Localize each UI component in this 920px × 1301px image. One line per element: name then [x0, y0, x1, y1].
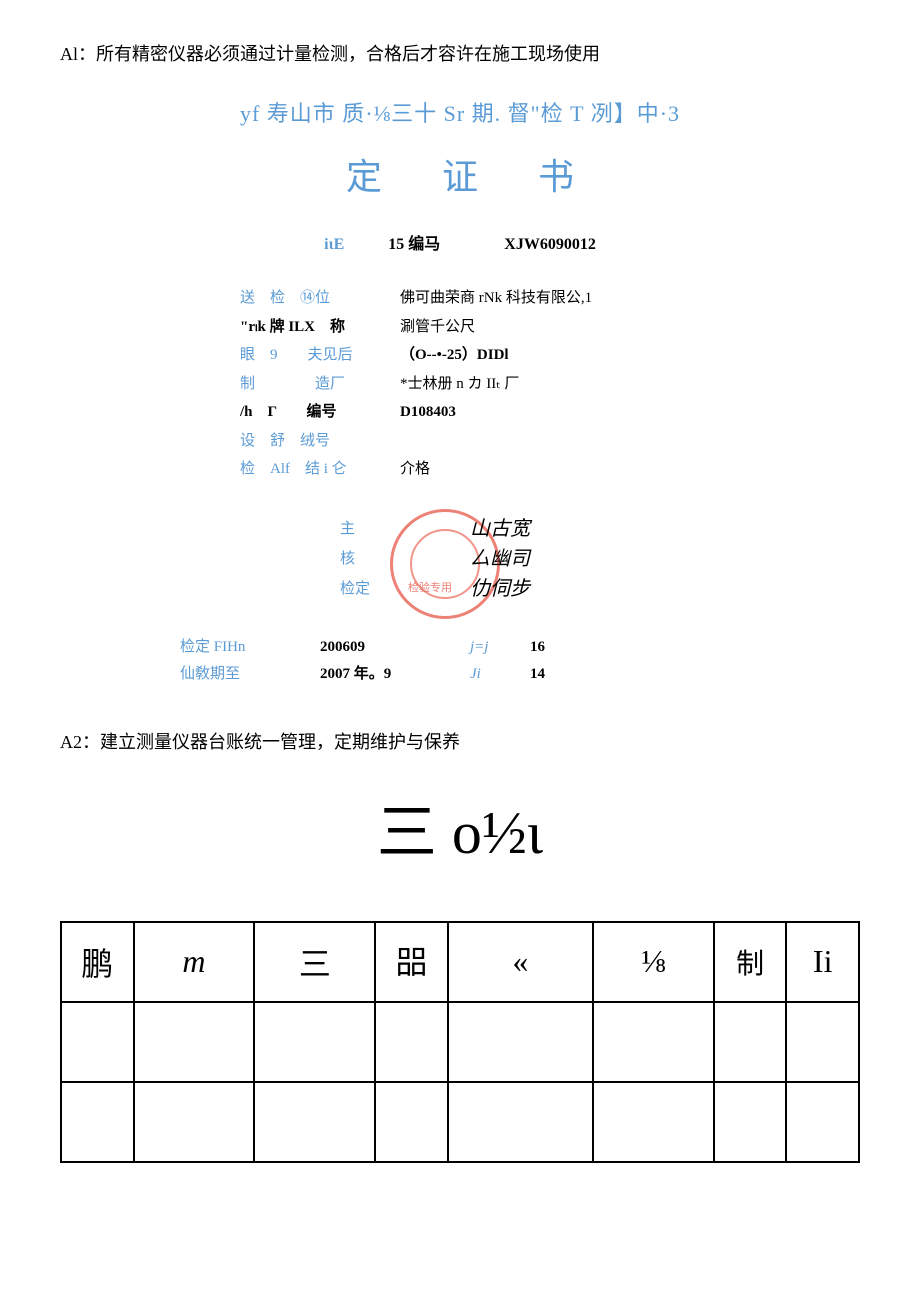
cert-row: 检 Alf 结 i 仑 介格 — [240, 455, 860, 484]
table-header-cell: 三 — [254, 922, 375, 1002]
cert-no-value: XJW6090012 — [504, 236, 596, 253]
table-cell — [786, 1002, 859, 1082]
cert-row: 送 检 ⑭位 佛可曲荣商 rNk 科技有限公,1 — [240, 284, 860, 313]
table-cell — [254, 1002, 375, 1082]
stamp-section: 主 核 检定 检验专用 山古宽 厶幽司 仂伺步 — [340, 504, 860, 624]
stamp-labels: 主 核 检定 — [340, 514, 370, 604]
cert-row: /h Γ 编号 D108403 — [240, 398, 860, 427]
stamp-text: 检验专用 — [408, 579, 452, 595]
cert-row: 设 舒 绒号 — [240, 427, 860, 456]
date-day: 16 — [530, 634, 545, 661]
big-symbol: 三 o½ι — [60, 784, 860, 871]
table-cell — [593, 1082, 714, 1162]
cert-row-value: 介格 — [400, 455, 430, 484]
cert-row-label: /h Γ 编号 — [240, 398, 400, 427]
cert-row: "rₗk 牌 ILX 称 涮管千公尺 — [240, 313, 860, 342]
signatures: 山古宽 厶幽司 仂伺步 — [470, 514, 530, 604]
table-header-cell: Ii — [786, 922, 859, 1002]
table-cell — [375, 1002, 448, 1082]
cert-row-value: （O--•-25）DIDl — [400, 341, 509, 370]
signature-line: 厶幽司 — [470, 544, 530, 574]
cert-row-label: 设 舒 绒号 — [240, 427, 400, 456]
certificate-details: 送 检 ⑭位 佛可曲荣商 rNk 科技有限公,1 "rₗk 牌 ILX 称 涮管… — [240, 284, 860, 484]
table-header-cell: 制 — [714, 922, 787, 1002]
date-label: 检定 FIHn — [180, 634, 320, 661]
table-header-cell: m — [134, 922, 255, 1002]
table-cell — [61, 1082, 134, 1162]
cert-row-value: 涮管千公尺 — [400, 313, 475, 342]
table-header-cell: ⅛ — [593, 922, 714, 1002]
date-section: 检定 FIHn 200609 j=j 16 仙敎期至 2007 年。9 Ji 1… — [180, 634, 860, 688]
table-header-cell: 鹏 — [61, 922, 134, 1002]
date-month-label: Ji — [470, 661, 530, 688]
certificate-header-line2: 定证书 — [60, 148, 860, 200]
table-cell — [61, 1002, 134, 1082]
table-cell — [593, 1002, 714, 1082]
stamp-label: 检定 — [340, 574, 370, 604]
stamp-label: 主 — [340, 514, 370, 544]
date-row: 检定 FIHn 200609 j=j 16 — [180, 634, 860, 661]
date-month-label: j=j — [470, 634, 530, 661]
signature-line: 山古宽 — [470, 514, 530, 544]
cert-row-label: "rₗk 牌 ILX 称 — [240, 313, 400, 342]
cert-row: 制 造厂 *士林册 n カ IIₜ 厂 — [240, 370, 860, 399]
certificate-header-line1: yf 寿山市 质·⅛三十 Sr 期. 督"检 T 冽】中·3 — [60, 96, 860, 128]
cert-row-label: 送 检 ⑭位 — [240, 284, 400, 313]
table-cell — [134, 1082, 255, 1162]
table-row — [61, 1002, 859, 1082]
certificate-number-row: iιE 15 编马 XJW6090012 — [60, 230, 860, 254]
cert-no-sublabel: 15 编马 — [388, 236, 440, 253]
date-value: 200609 — [320, 634, 470, 661]
date-label: 仙敎期至 — [180, 661, 320, 688]
cert-row-value: *士林册 n カ IIₜ 厂 — [400, 370, 519, 399]
cert-no-label: iιE — [324, 236, 344, 253]
table-cell — [134, 1002, 255, 1082]
table-cell — [714, 1082, 787, 1162]
date-value: 2007 年。9 — [320, 661, 470, 688]
table-cell — [448, 1002, 593, 1082]
cert-row-label: 制 造厂 — [240, 370, 400, 399]
cert-row: 眼 9 夫见后 （O--•-25）DIDl — [240, 341, 860, 370]
table-row — [61, 1082, 859, 1162]
stamp-label: 核 — [340, 544, 370, 574]
table-header-row: 鹏 m 三 㗊 « ⅛ 制 Ii — [61, 922, 859, 1002]
date-row: 仙敎期至 2007 年。9 Ji 14 — [180, 661, 860, 688]
table-cell — [448, 1082, 593, 1162]
table-cell — [786, 1082, 859, 1162]
a2-heading: A2：建立测量仪器台账统一管理，定期维护与保养 — [60, 728, 860, 754]
cert-row-label: 检 Alf 结 i 仑 — [240, 455, 400, 484]
signature-line: 仂伺步 — [470, 574, 530, 604]
table-header-cell: « — [448, 922, 593, 1002]
date-day: 14 — [530, 661, 545, 688]
ledger-table: 鹏 m 三 㗊 « ⅛ 制 Ii — [60, 921, 860, 1163]
cert-row-value: 佛可曲荣商 rNk 科技有限公,1 — [400, 284, 592, 313]
cert-row-label: 眼 9 夫见后 — [240, 341, 400, 370]
cert-row-value: D108403 — [400, 398, 456, 427]
table-cell — [714, 1002, 787, 1082]
a1-heading: Al：所有精密仪器必须通过计量检测，合格后才容许在施工现场使用 — [60, 40, 860, 66]
table-cell — [375, 1082, 448, 1162]
table-cell — [254, 1082, 375, 1162]
table-header-cell: 㗊 — [375, 922, 448, 1002]
